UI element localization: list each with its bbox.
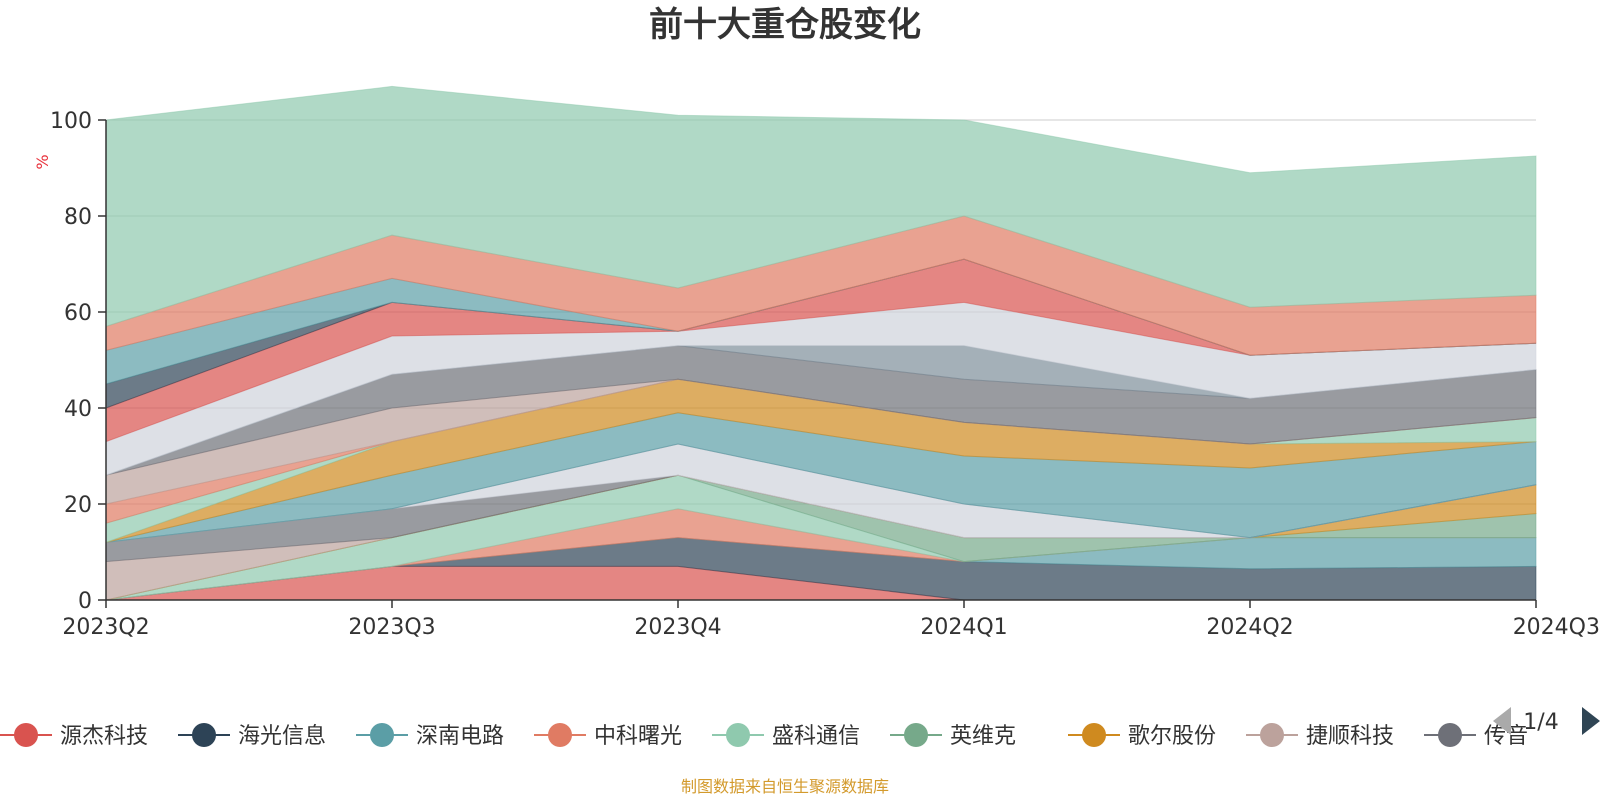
y-tick-label-60: 60 <box>64 301 92 326</box>
legend-page-indicator: 1/4 <box>1523 710 1558 735</box>
legend-item-8[interactable]: 捷顺科技 <box>1246 723 1394 749</box>
y-tick-label-100: 100 <box>50 109 92 134</box>
legend-marker-icon <box>548 723 572 747</box>
x-tick-label-2024Q3: 2024Q3 <box>1513 615 1600 640</box>
y-tick-label-20: 20 <box>64 493 92 518</box>
legend-label: 海光信息 <box>238 724 326 749</box>
y-axis-unit-label: % <box>33 154 52 169</box>
legend-label: 深南电路 <box>416 724 504 749</box>
legend-item-9[interactable]: 传音 <box>1424 723 1528 749</box>
x-tick-label-2024Q1: 2024Q1 <box>920 615 1007 640</box>
legend-item-1[interactable]: 源杰科技 <box>0 723 148 749</box>
x-tick-labels: 2023Q2 2023Q3 2023Q4 2024Q1 2024Q2 2024Q3 <box>62 600 1600 640</box>
legend-pager: 1/4 <box>1493 707 1600 735</box>
y-tick-label-80: 80 <box>64 205 92 230</box>
data-source-note: 制图数据来自恒生聚源数据库 <box>681 777 889 796</box>
y-tick-label-40: 40 <box>64 397 92 422</box>
x-tick-label-2024Q2: 2024Q2 <box>1206 615 1293 640</box>
legend-next-page-icon[interactable] <box>1582 707 1600 735</box>
chart-title: 前十大重仓股变化 <box>649 5 921 45</box>
x-tick-label-2023Q4: 2023Q4 <box>634 615 721 640</box>
legend-marker-icon <box>1438 723 1462 747</box>
axes-group <box>105 120 1536 601</box>
x-tick-label-2023Q2: 2023Q2 <box>62 615 149 640</box>
legend-marker-icon <box>1260 723 1284 747</box>
legend-item-4[interactable]: 中科曙光 <box>534 723 682 749</box>
y-tick-label-0: 0 <box>78 589 92 614</box>
legend-prev-page-icon[interactable] <box>1493 707 1511 735</box>
legend-label: 歌尔股份 <box>1128 724 1216 749</box>
legend-marker-icon <box>1082 723 1106 747</box>
legend-label: 盛科通信 <box>772 724 860 749</box>
legend-marker-icon <box>726 723 750 747</box>
legend-marker-icon <box>14 723 38 747</box>
legend-label: 中科曙光 <box>594 724 682 749</box>
legend-item-2[interactable]: 海光信息 <box>178 723 326 749</box>
legend-marker-icon <box>904 723 928 747</box>
area-series-24 <box>105 85 1537 328</box>
legend-label: 捷顺科技 <box>1306 724 1394 749</box>
legend: 源杰科技 海光信息 深南电路 中科曙光 盛科通信 英维克 歌尔股份 捷顺科技 传音 <box>0 723 1528 749</box>
legend-marker-icon <box>192 723 216 747</box>
legend-marker-icon <box>370 723 394 747</box>
legend-label: 英维克 <box>950 724 1016 749</box>
y-tick-labels: 0 20 40 60 80 100 <box>50 109 106 614</box>
area-series-group <box>105 85 1537 601</box>
x-tick-label-2023Q3: 2023Q3 <box>348 615 435 640</box>
legend-item-3[interactable]: 深南电路 <box>356 723 504 749</box>
legend-item-7[interactable]: 歌尔股份 <box>1068 723 1216 749</box>
legend-item-5[interactable]: 盛科通信 <box>712 723 860 749</box>
legend-item-6[interactable]: 英维克 <box>890 723 1016 749</box>
legend-label: 源杰科技 <box>60 724 148 749</box>
